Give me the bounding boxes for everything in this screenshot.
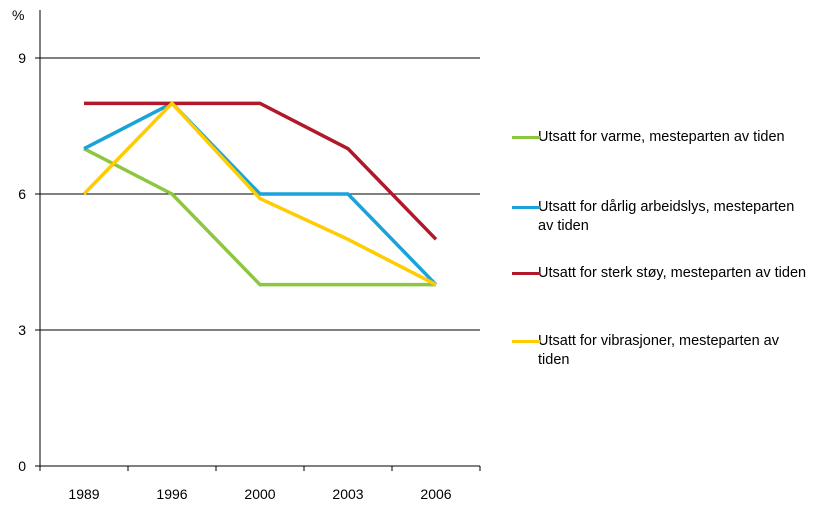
- legend-swatch: [512, 340, 540, 343]
- series-lines: [82, 100, 438, 287]
- x-tick-label: 2006: [420, 486, 451, 502]
- x-tick-label: 2003: [332, 486, 363, 502]
- x-tick-label: 2000: [244, 486, 275, 502]
- legend-item-stoy: Utsatt for sterk støy, mesteparten av ti…: [512, 264, 812, 283]
- x-tick-label: 1989: [68, 486, 99, 502]
- y-tick-label: 3: [18, 322, 26, 338]
- series-line: [83, 147, 436, 287]
- legend-swatch: [512, 206, 540, 209]
- legend-label: Utsatt for dårlig arbeidslys, mesteparte…: [538, 199, 795, 234]
- y-tick-label: 6: [18, 186, 26, 202]
- y-tick-label: 9: [18, 50, 26, 66]
- legend-label: Utsatt for vibrasjoner, mesteparten av t…: [538, 333, 779, 368]
- series-line: [83, 101, 438, 286]
- legend-label: Utsatt for varme, mesteparten av tiden: [538, 129, 785, 145]
- legend-item-vibrasjoner: Utsatt for vibrasjoner, mesteparten av t…: [512, 332, 812, 370]
- y-tick-label: 0: [18, 458, 26, 474]
- series-line: [82, 100, 437, 287]
- axes: [35, 10, 481, 471]
- y-axis-label: %: [12, 7, 24, 23]
- legend-swatch: [512, 136, 540, 139]
- legend-item-arbeidslys: Utsatt for dårlig arbeidslys, mesteparte…: [512, 198, 812, 236]
- x-tick-label: 1996: [156, 486, 187, 502]
- legend-swatch: [512, 272, 540, 275]
- legend-label: Utsatt for sterk støy, mesteparten av ti…: [538, 265, 807, 281]
- legend-item-varme: Utsatt for varme, mesteparten av tiden: [512, 128, 812, 147]
- tick-labels: 0 3 6 9 1989 1996 2000 2003 2006: [18, 50, 452, 502]
- series-line: [84, 101, 438, 241]
